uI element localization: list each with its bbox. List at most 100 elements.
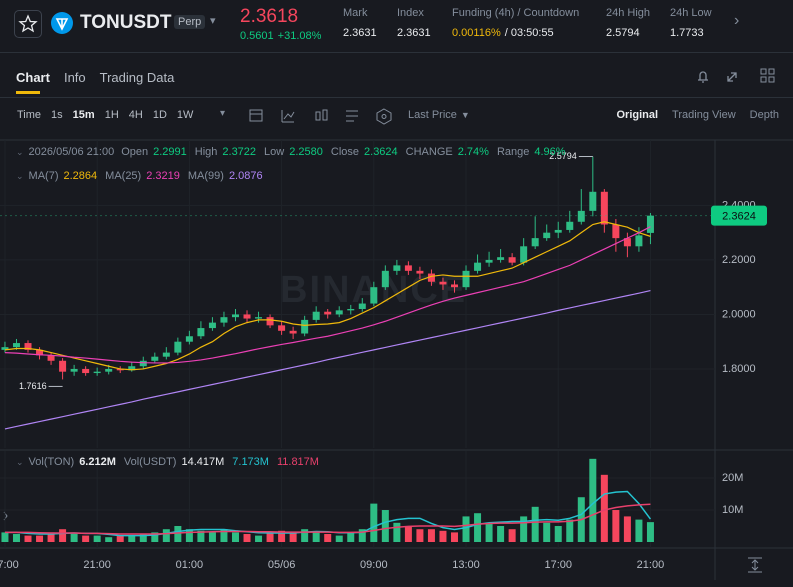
x-tick-label: 21:00: [637, 559, 665, 571]
candle-body: [497, 257, 505, 260]
candle-body: [174, 341, 182, 353]
view-option[interactable]: Original: [616, 109, 659, 121]
volume-bar: [600, 474, 608, 542]
scroll-right[interactable]: ›: [734, 12, 740, 29]
volume-bar: [208, 532, 216, 542]
stat-number: 2.3631: [397, 27, 431, 39]
candle-body: [589, 191, 597, 211]
candle-body: [577, 210, 585, 222]
legend-caret: ⌄: [16, 170, 24, 181]
volume-bar: [462, 516, 470, 542]
vol-label: Vol(USDT): [123, 456, 177, 468]
candle-body: [36, 349, 44, 356]
candle-body: [531, 238, 539, 247]
volume-bar: [36, 535, 44, 542]
volume-bar: [174, 526, 182, 542]
candle-body: [128, 366, 136, 371]
volume-bar: [324, 534, 332, 542]
volume-bar: [231, 532, 239, 542]
volume-bar: [197, 530, 205, 542]
reset-icon[interactable]: [748, 557, 762, 573]
candle-body: [635, 235, 643, 247]
volume-bar: [439, 530, 447, 542]
indicator-tools[interactable]: [246, 106, 396, 126]
tab[interactable]: Trading Data: [99, 70, 175, 85]
candle-body: [82, 368, 90, 374]
legend-value: 4.96%: [534, 146, 566, 158]
view-option[interactable]: Trading View: [672, 109, 736, 121]
volume-bar: [70, 534, 78, 542]
volume-bar: [347, 532, 355, 542]
divider: [0, 52, 793, 53]
volume-bar: [289, 532, 297, 542]
volume-bar: [59, 529, 67, 542]
volume-bar: [162, 529, 170, 542]
interval[interactable]: 1H: [104, 109, 119, 121]
volume-bar: [255, 535, 263, 542]
candle-body: [278, 325, 286, 331]
vol-label: Vol(TON): [28, 456, 75, 468]
vol-value: 7.173M: [232, 456, 269, 468]
x-tick-label: 17:00: [0, 559, 19, 571]
y-tick-label: 2.2000: [722, 254, 756, 266]
candle-body: [151, 356, 159, 361]
volume-bar: [358, 529, 366, 542]
symbol[interactable]: TONUSDT: [80, 12, 172, 33]
stat-value: 2.3631: [397, 27, 431, 39]
volume-bar: [185, 529, 193, 542]
tab[interactable]: Info: [63, 70, 86, 85]
legend-label: High: [194, 146, 218, 158]
candle-body: [520, 246, 528, 263]
candle-body: [255, 317, 263, 319]
candle-body: [612, 224, 620, 239]
candle-body: [450, 284, 458, 288]
stat-label: 24h High: [606, 7, 651, 19]
candle-body: [335, 310, 343, 315]
volume-bar: [474, 513, 482, 542]
ma-line: [4, 226, 651, 364]
candle-body: [185, 336, 193, 342]
candle-body: [427, 273, 435, 282]
volume-bar: [497, 526, 505, 542]
legend-date: 2026/05/06 21:00: [28, 146, 115, 158]
interval[interactable]: 1W: [176, 109, 194, 121]
tabs: Chart Info Trading Data: [16, 70, 174, 85]
x-tick-label: 21:00: [83, 559, 111, 571]
star-icon: [18, 14, 38, 33]
interval[interactable]: 4H: [128, 109, 143, 121]
interval[interactable]: 15m: [72, 109, 95, 121]
candle-body: [220, 317, 228, 323]
candle-body: [105, 368, 113, 372]
volume-bar: [554, 526, 562, 542]
collapse-arrow[interactable]: [3, 511, 8, 521]
candle-body: [554, 229, 562, 233]
favorite-button[interactable]: [14, 10, 42, 38]
volume-bar: [635, 519, 643, 542]
stat-label: 24h Low: [670, 7, 712, 19]
interval[interactable]: 1s: [51, 109, 63, 121]
x-tick-label: 17:00: [544, 559, 572, 571]
price-type[interactable]: Last Price ▼: [408, 109, 470, 121]
legend-label: Range: [496, 146, 530, 158]
ma-value: 2.0876: [228, 170, 263, 182]
symbol-dropdown[interactable]: ▾: [210, 15, 216, 27]
ma-value: 2.3219: [146, 170, 180, 182]
volume-bar: [393, 522, 401, 542]
tab[interactable]: Chart: [16, 70, 50, 85]
interval[interactable]: 1D: [152, 109, 167, 121]
candle-body: [24, 343, 32, 350]
view-option[interactable]: Depth: [749, 109, 779, 121]
x-tick-label: 09:00: [360, 559, 388, 571]
legend-label: Low: [264, 146, 285, 158]
volume-bar: [485, 522, 493, 542]
volume-bar: [370, 503, 378, 542]
candle-body: [243, 314, 251, 319]
volume-bar: [128, 535, 136, 542]
interval-dropdown[interactable]: ▾: [220, 108, 226, 119]
volume-bar: [1, 532, 9, 542]
chart-tools[interactable]: [692, 66, 782, 86]
view-switch: Original Trading View Depth: [616, 109, 779, 121]
ma-label: MA(25): [105, 170, 142, 182]
